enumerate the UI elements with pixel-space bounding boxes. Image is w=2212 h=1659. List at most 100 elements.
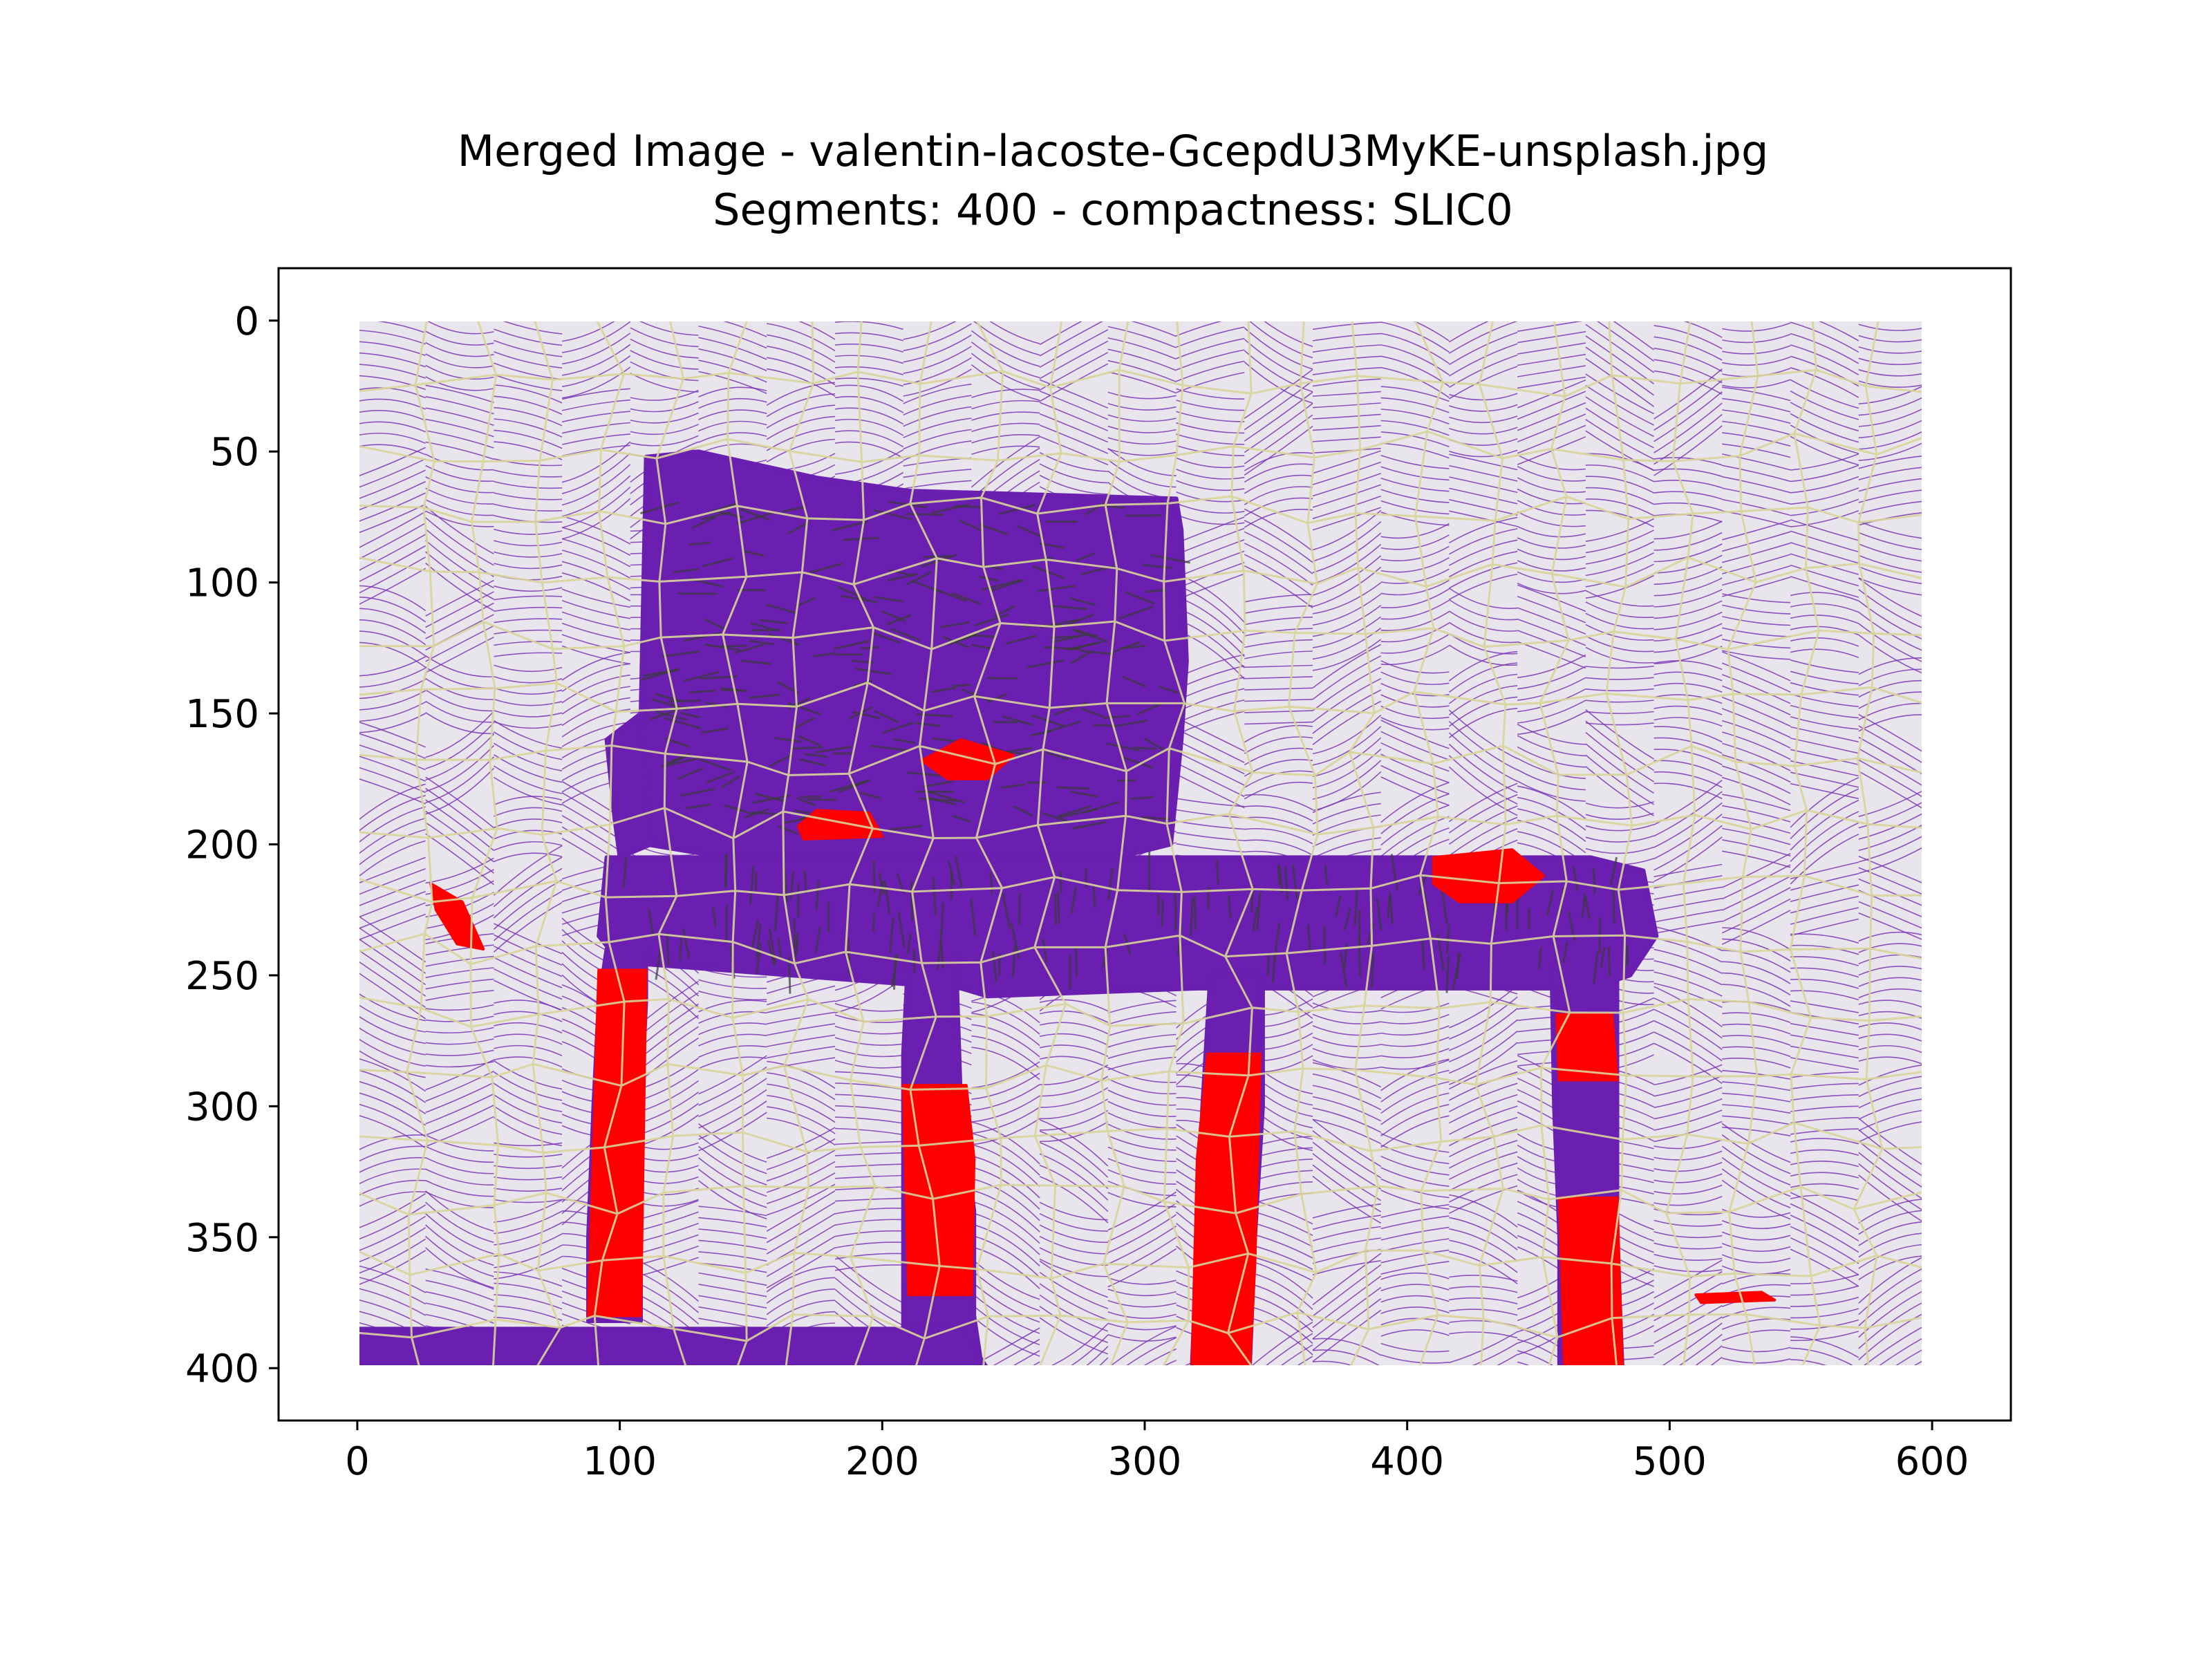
flow-line-cell bbox=[561, 515, 631, 601]
chair-stroke bbox=[854, 667, 892, 675]
flow-line-cell bbox=[1312, 644, 1382, 746]
flow-line-cell bbox=[494, 321, 563, 391]
flow-line-cell bbox=[971, 388, 1040, 455]
x-tick-label: 300 bbox=[1108, 1439, 1182, 1484]
chair-stroke bbox=[1143, 738, 1165, 751]
y-tick-label: 150 bbox=[185, 692, 259, 737]
chair-stroke bbox=[1445, 955, 1450, 993]
chair-stroke bbox=[1340, 952, 1348, 988]
highlight-rail-spot bbox=[1432, 848, 1546, 903]
chair-stroke bbox=[704, 643, 740, 651]
chair-stroke bbox=[989, 872, 993, 894]
chair-stroke bbox=[926, 796, 957, 806]
figure-title-line-1: Merged Image - valentin-lacoste-GcepdU3M… bbox=[458, 126, 1769, 176]
chair-stroke bbox=[832, 752, 852, 755]
flow-line-cell bbox=[1585, 453, 1654, 528]
chair-stroke bbox=[1370, 953, 1375, 988]
chair-stroke bbox=[815, 881, 820, 910]
chair-stroke bbox=[1057, 805, 1091, 818]
flow-line-cell bbox=[1380, 455, 1450, 526]
flow-line-cell bbox=[903, 321, 972, 397]
flow-line-cell bbox=[359, 783, 426, 877]
flow-line-cell bbox=[698, 386, 767, 455]
flow-line-cell bbox=[1858, 324, 1922, 388]
chair-stroke bbox=[1080, 650, 1115, 655]
chair-stroke bbox=[814, 745, 852, 753]
flow-line-cell bbox=[1449, 1194, 1518, 1284]
chair-stroke bbox=[803, 870, 807, 894]
chair-stroke bbox=[668, 699, 701, 703]
chair-stroke bbox=[787, 521, 810, 535]
flow-line-cell bbox=[359, 656, 426, 733]
flow-line-cell bbox=[561, 388, 630, 457]
chair-stroke bbox=[1000, 783, 1025, 789]
flow-line-cell bbox=[1927, 1053, 1996, 1154]
flow-line-cell bbox=[425, 505, 494, 612]
chair-stroke bbox=[1075, 946, 1078, 977]
flow-line-cell bbox=[1722, 453, 1791, 527]
flow-line-cell bbox=[561, 780, 631, 881]
flow-line-cell bbox=[1653, 1208, 1723, 1273]
chair-stroke bbox=[1060, 807, 1098, 818]
flow-line-cell bbox=[767, 321, 836, 397]
chair-stroke bbox=[814, 926, 821, 953]
chair-stroke bbox=[890, 825, 923, 831]
chair-stroke bbox=[952, 815, 972, 823]
chair-stroke bbox=[756, 924, 762, 958]
chair-stroke bbox=[1072, 821, 1107, 830]
flow-line-cell bbox=[1858, 1257, 1922, 1360]
chair-stroke bbox=[755, 793, 785, 803]
flow-line-cell bbox=[494, 1199, 563, 1280]
chair-stroke bbox=[1005, 635, 1037, 645]
flow-line-cell bbox=[1790, 659, 1859, 730]
chair-stroke bbox=[678, 937, 683, 962]
chair-stroke bbox=[739, 507, 770, 521]
x-tick-label: 400 bbox=[1370, 1439, 1444, 1484]
flow-line-cell bbox=[1858, 790, 1922, 874]
flow-line-cell bbox=[1864, 1327, 1922, 1365]
chair-stroke bbox=[892, 738, 916, 744]
chair-stroke bbox=[1037, 585, 1076, 592]
chair-stroke bbox=[804, 753, 829, 758]
x-tick-label: 600 bbox=[1895, 1439, 1969, 1484]
flow-line-cell bbox=[697, 1123, 767, 1220]
flow-line-cell bbox=[1449, 516, 1518, 600]
flow-line-cell bbox=[1107, 1000, 1177, 1071]
chair-stroke bbox=[1335, 895, 1342, 917]
chair-stroke bbox=[930, 686, 957, 693]
flow-line-cell bbox=[698, 1055, 767, 1152]
highlight-back-right-leg-red bbox=[1555, 1013, 1619, 1082]
flow-line-cell bbox=[1653, 368, 1723, 476]
chair-stroke bbox=[1343, 908, 1351, 930]
flow-line-cell bbox=[630, 980, 699, 1089]
chair-stroke bbox=[883, 881, 891, 915]
flow-line-cell bbox=[1380, 1058, 1450, 1148]
chair-stroke bbox=[720, 775, 741, 789]
chair-stroke bbox=[928, 791, 966, 804]
chair-stroke bbox=[1366, 924, 1375, 945]
chair-stroke bbox=[1277, 864, 1284, 893]
flow-line-cell bbox=[1790, 1336, 1859, 1365]
flow-line-cell bbox=[425, 1004, 494, 1068]
flow-line-cell bbox=[630, 1256, 700, 1359]
flow-line-cell bbox=[1585, 1065, 1654, 1142]
y-axis-ticks: 0 50 100 150 200 250 300 350 400 bbox=[185, 299, 279, 1391]
chair-stroke bbox=[1158, 685, 1179, 694]
flow-line-cell bbox=[425, 453, 494, 527]
chair-stroke bbox=[1277, 865, 1281, 885]
chair-stroke bbox=[979, 575, 1000, 582]
flow-line-cell bbox=[1244, 1259, 1313, 1356]
flow-line-cell bbox=[1517, 584, 1586, 669]
chair-stroke bbox=[683, 671, 720, 682]
flow-line-cell bbox=[1380, 588, 1450, 666]
flow-line-cell bbox=[971, 1258, 1040, 1357]
x-tick-label: 100 bbox=[583, 1439, 657, 1484]
flow-line-cell bbox=[1927, 450, 1996, 530]
flow-line-cell bbox=[1107, 1067, 1177, 1140]
flow-line-cell bbox=[1039, 379, 1109, 466]
flow-line-cell bbox=[359, 585, 427, 668]
flow-line-cell bbox=[1312, 509, 1382, 608]
flow-line-cell bbox=[1790, 1071, 1859, 1135]
flow-line-cell bbox=[425, 384, 494, 460]
chair-stroke bbox=[1072, 628, 1098, 638]
